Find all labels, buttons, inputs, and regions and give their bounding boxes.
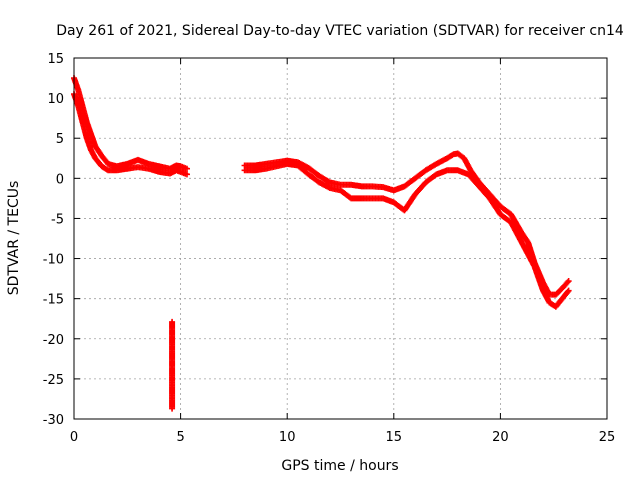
- y-axis-label: SDTVAR / TECUs: [6, 181, 22, 296]
- x-tick-label: 20: [492, 430, 509, 445]
- y-tick-label: 10: [47, 92, 64, 107]
- data-point: [565, 278, 572, 285]
- y-tick-label: -25: [43, 373, 64, 388]
- data-point: [565, 287, 572, 294]
- y-tick-label: 15: [47, 52, 64, 67]
- x-tick-label: 15: [386, 430, 403, 445]
- y-tick-label: -10: [43, 253, 64, 268]
- x-tick-label: 0: [70, 430, 78, 445]
- data-point: [169, 405, 176, 412]
- y-axis-ticks: 15 10 5 0 -5 -10 -15 -20 -25 -30: [43, 52, 607, 428]
- y-tick-label: 5: [56, 132, 64, 147]
- y-tick-label: -30: [43, 413, 64, 428]
- data-point: [183, 171, 190, 178]
- x-tick-label: 25: [599, 430, 616, 445]
- trace-marker: [564, 288, 571, 295]
- x-tick-label: 5: [176, 430, 184, 445]
- x-axis-label: GPS time / hours: [281, 458, 398, 474]
- data-points: [71, 75, 572, 412]
- grid-lines: [74, 58, 607, 419]
- data-point: [183, 165, 190, 172]
- plot-frame: [73, 57, 608, 420]
- x-tick-label: 10: [279, 430, 296, 445]
- chart-title: Day 261 of 2021, Sidereal Day-to-day VTE…: [56, 23, 624, 39]
- y-tick-label: 0: [56, 172, 64, 187]
- y-tick-label: -20: [43, 333, 64, 348]
- y-tick-label: -5: [51, 212, 64, 227]
- y-tick-label: -15: [43, 293, 64, 308]
